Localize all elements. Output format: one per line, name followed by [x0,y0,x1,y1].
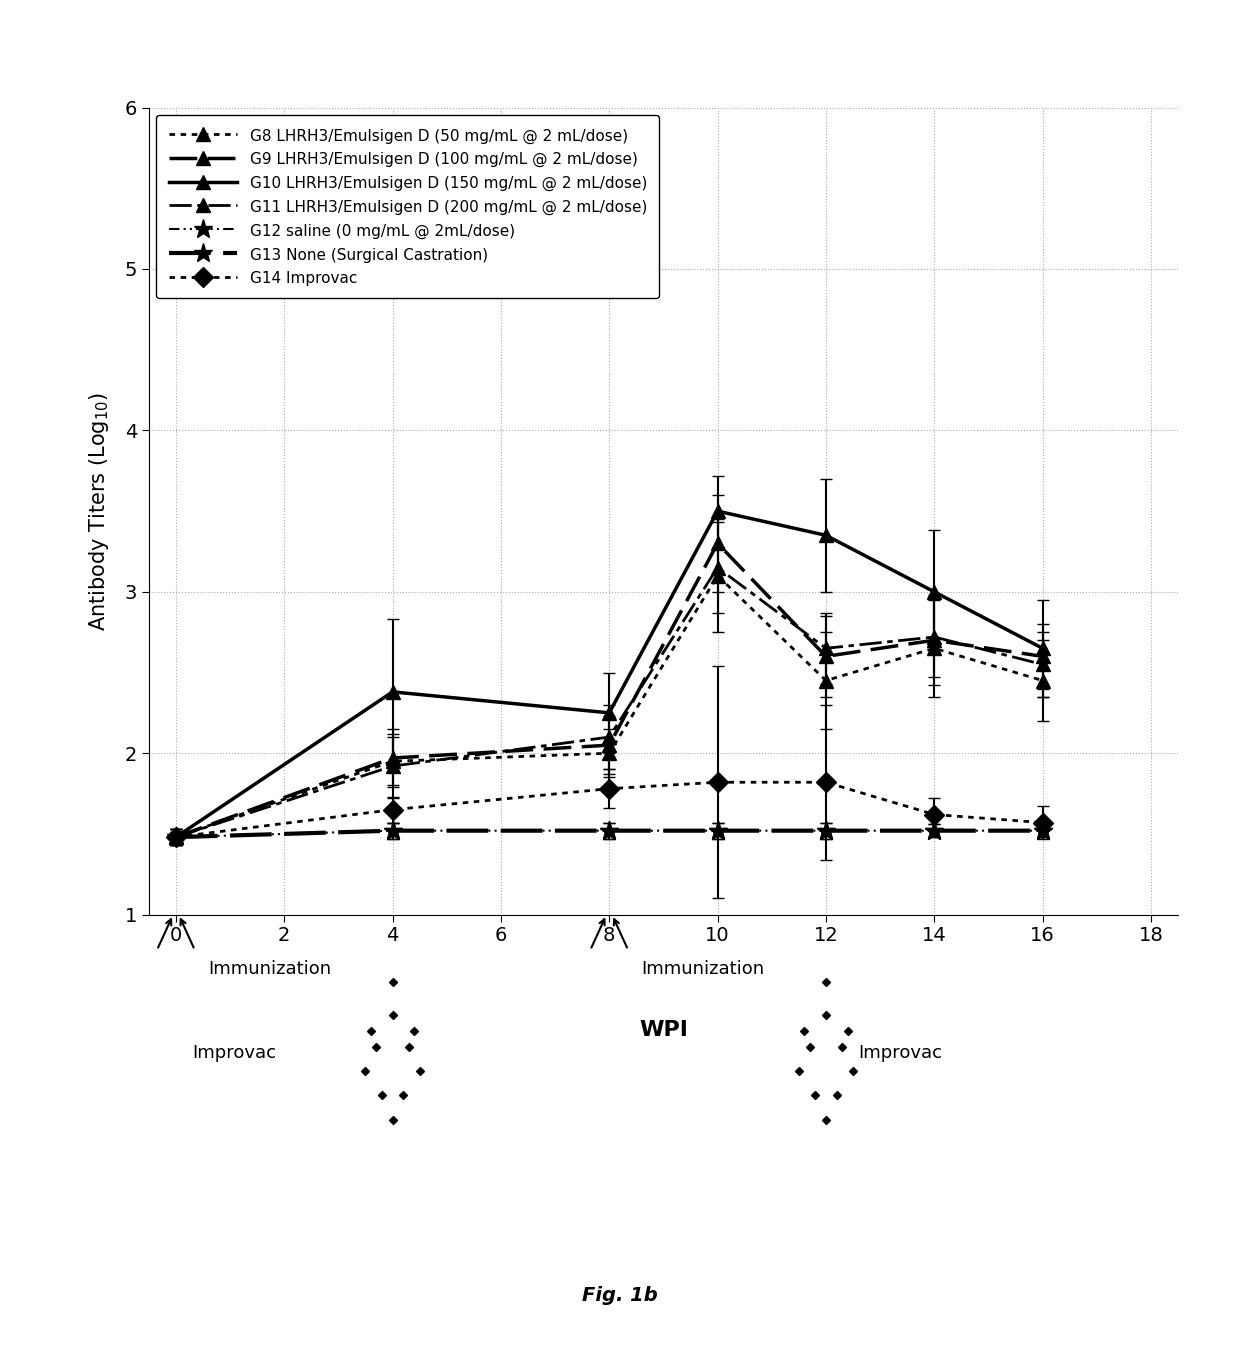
Text: Improvac: Improvac [192,1044,277,1061]
Text: Improvac: Improvac [858,1044,942,1061]
Text: Immunization: Immunization [208,960,331,978]
Legend: G8 LHRH3/Emulsigen D (50 mg/mL @ 2 mL/dose), G9 LHRH3/Emulsigen D (100 mg/mL @ 2: G8 LHRH3/Emulsigen D (50 mg/mL @ 2 mL/do… [156,116,660,299]
Text: WPI: WPI [639,1020,688,1040]
Text: Fig. 1b: Fig. 1b [582,1286,658,1305]
Y-axis label: Antibody Titers (Log$_{10}$): Antibody Titers (Log$_{10}$) [87,391,110,631]
Text: Immunization: Immunization [642,960,765,978]
